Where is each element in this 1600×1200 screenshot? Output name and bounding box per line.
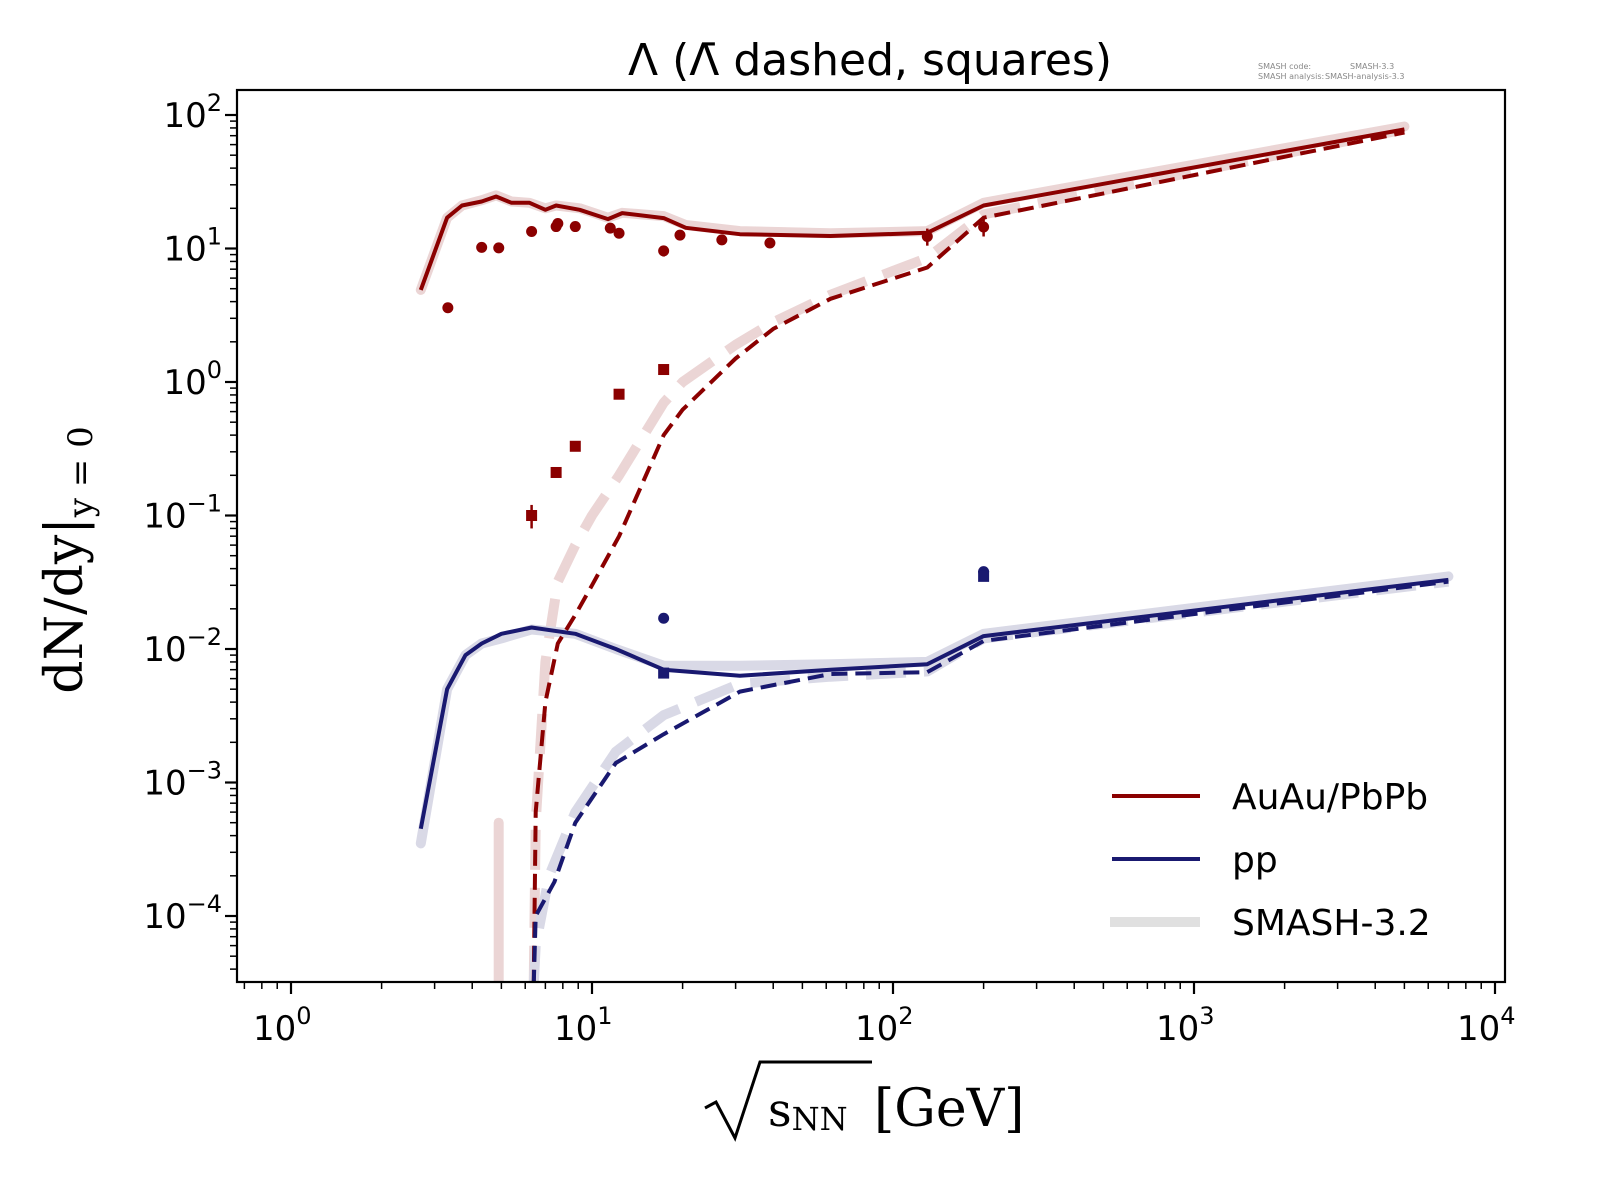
model-curve-pp-lambda [418, 577, 1449, 830]
legend: AuAu/PbPb pp SMASH-3.2 [1110, 777, 1431, 944]
plot-area [415, 121, 1454, 982]
x-axis-variable: sNN [768, 1083, 848, 1138]
x-tick-label: 102 [855, 1002, 914, 1049]
data-point-pp-antilambda [978, 570, 990, 582]
data-point-auau-lambda [978, 221, 990, 233]
x-axis-unit: [GeV] [874, 1079, 1024, 1139]
analysis-value: SMASH-analysis-3.3 [1325, 72, 1404, 81]
data-point-auau-lambda [442, 302, 454, 314]
y-tick-label: 10−3 [143, 757, 222, 804]
y-axis-ticks [225, 113, 237, 970]
version-info: SMASH code: SMASH-3.3 SMASH analysis: SM… [1258, 62, 1404, 81]
x-axis-label: sNN [GeV] [704, 1060, 1024, 1142]
reference-curves [415, 121, 1454, 982]
data-point-auau-lambda [476, 241, 488, 253]
y-axis-label: dN/dy|y = 0 [35, 426, 101, 693]
legend-label-pp: pp [1232, 840, 1278, 881]
x-tick-label: 103 [1156, 1002, 1215, 1049]
chart-title: Λ (Λ̄ dashed, squares) [628, 35, 1112, 86]
data-point-auau-lambda [921, 230, 933, 242]
data-point-auau-lambda [716, 234, 728, 246]
x-axis-ticks [243, 982, 1497, 994]
data-point-auau-lambda [569, 221, 581, 233]
y-axis-label-text: dN/dy|y = 0 [35, 426, 101, 693]
y-tick-label: 10−1 [143, 490, 222, 537]
data-point-auau-lambda [604, 222, 616, 234]
y-tick-label: 10−4 [143, 890, 222, 937]
model-curves [418, 127, 1449, 982]
data-point-auau-antilambda [569, 440, 581, 452]
data-point-auau-lambda [552, 217, 564, 229]
y-tick-label: 101 [163, 223, 222, 270]
x-tick-label: 101 [554, 1002, 613, 1049]
reference-curve-pp-antilambda [528, 576, 1450, 982]
data-point-auau-antilambda [526, 510, 538, 521]
sqrt-sign [704, 1060, 872, 1142]
data-point-auau-lambda [674, 229, 686, 241]
code-label: SMASH code: [1258, 62, 1311, 71]
data-point-auau-lambda [658, 245, 670, 257]
legend-label-auau: AuAu/PbPb [1232, 777, 1428, 818]
y-tick-label: 10−2 [143, 623, 222, 670]
data-point-auau-antilambda [613, 388, 625, 400]
y-tick-label: 102 [163, 89, 222, 136]
data-point-auau-antilambda [658, 364, 670, 376]
code-value: SMASH-3.3 [1350, 62, 1394, 71]
data-point-auau-lambda [493, 242, 505, 254]
data-point-pp-antilambda [658, 667, 670, 679]
data-point-auau-lambda [764, 237, 776, 249]
model-curve-auau-lambda [418, 127, 1405, 291]
model-curve-auau-antilambda [531, 130, 1405, 982]
y-tick-label: 100 [163, 356, 222, 403]
axes-frame [235, 88, 1507, 984]
data-point-pp-lambda [658, 612, 670, 624]
analysis-label: SMASH analysis: [1258, 72, 1324, 81]
x-tick-label: 104 [1457, 1002, 1516, 1049]
legend-label-smash-ref: SMASH-3.2 [1232, 903, 1431, 944]
x-tick-label: 100 [253, 1002, 312, 1049]
data-point-auau-antilambda [550, 466, 562, 478]
x-tick-labels: 100 101 102 103 104 [253, 1002, 1516, 1049]
data-point-auau-lambda [526, 226, 538, 238]
data-markers [442, 217, 990, 679]
y-tick-labels: 102 101 100 10−1 10−2 10−3 10−4 [143, 89, 222, 937]
model-curve-pp-antilambda [531, 579, 1449, 982]
data-point-auau-lambda [613, 227, 625, 239]
